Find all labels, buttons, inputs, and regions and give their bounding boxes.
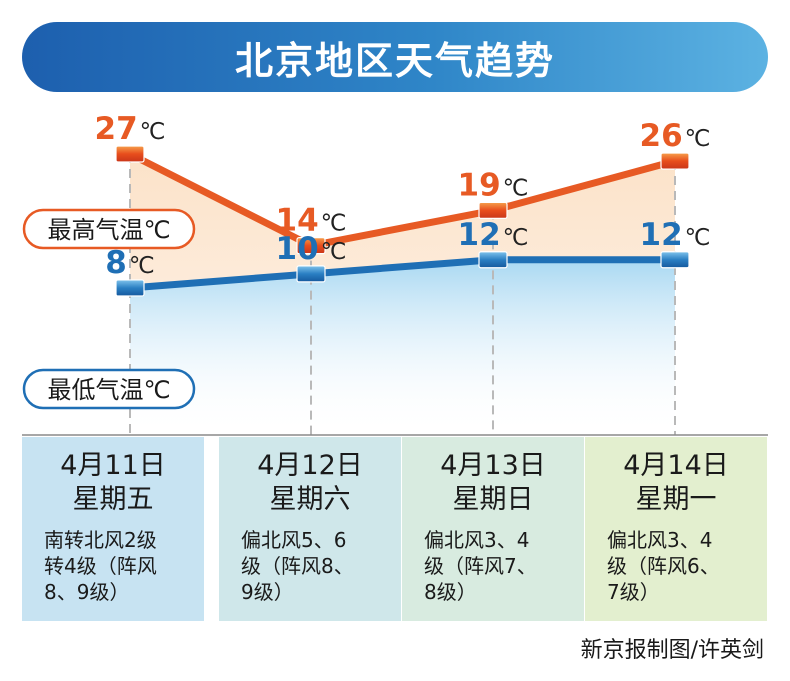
- low-point: [115, 279, 145, 297]
- day-panel: 4月14日 星期一偏北风3、4 级（阵风6、 7级）: [585, 437, 767, 621]
- high-area-fill: [130, 154, 675, 288]
- low-value-label: 12℃: [458, 217, 529, 253]
- day-date: 4月12日: [257, 450, 363, 481]
- low-value-label: 12℃: [640, 217, 711, 253]
- high-point: [478, 201, 508, 219]
- day-weekday: 星期日: [452, 484, 534, 515]
- day-wind: 偏北风3、4 级（阵风6、 7级）: [607, 528, 720, 604]
- legend-low-box: [22, 368, 196, 410]
- low-area-fill: [130, 259, 675, 435]
- high-point: [660, 152, 690, 170]
- day-date: 4月14日: [623, 450, 729, 481]
- day-panel: 4月11日 星期五南转北风2级 转4级（阵风 8、9级）: [22, 437, 204, 621]
- day-panel: 4月12日 星期六偏北风5、6 级（阵风8、 9级）: [219, 437, 401, 621]
- low-point: [660, 251, 690, 269]
- high-value-label: 26℃: [640, 118, 711, 154]
- day-weekday: 星期六: [269, 484, 351, 515]
- day-wind: 南转北风2级 转4级（阵风 8、9级）: [44, 528, 157, 604]
- low-value-label: 10℃: [276, 231, 347, 267]
- high-value-label: 27℃: [95, 111, 166, 147]
- high-point: [296, 237, 326, 255]
- day-weekday: 星期五: [72, 484, 154, 515]
- chart-title: 北京地区天气趋势: [234, 37, 555, 83]
- credit-text: 新京报制图/许英剑: [580, 638, 764, 663]
- low-point: [296, 265, 326, 283]
- low-point: [478, 251, 508, 269]
- title-banner: 北京地区天气趋势: [22, 22, 768, 92]
- day-date: 4月11日: [60, 450, 166, 481]
- day-weekday: 星期一: [635, 484, 717, 515]
- legend-low: 最低气温℃: [48, 376, 171, 404]
- high-series-line: [128, 150, 676, 250]
- day-wind: 偏北风3、4 级（阵风7、 8级）: [424, 528, 537, 604]
- low-value-label: 8℃: [105, 245, 154, 281]
- low-series-line: [129, 256, 675, 292]
- day-date: 4月13日: [440, 450, 546, 481]
- day-panel: 4月13日 星期日偏北风3、4 级（阵风7、 8级）: [402, 437, 584, 621]
- day-wind: 偏北风5、6 级（阵风8、 9级）: [241, 528, 354, 604]
- high-point: [115, 145, 145, 163]
- legend-high: 最高气温℃: [48, 216, 171, 244]
- legend-high-box: [22, 208, 196, 250]
- high-value-label: 14℃: [276, 203, 347, 239]
- high-value-label: 19℃: [458, 167, 529, 203]
